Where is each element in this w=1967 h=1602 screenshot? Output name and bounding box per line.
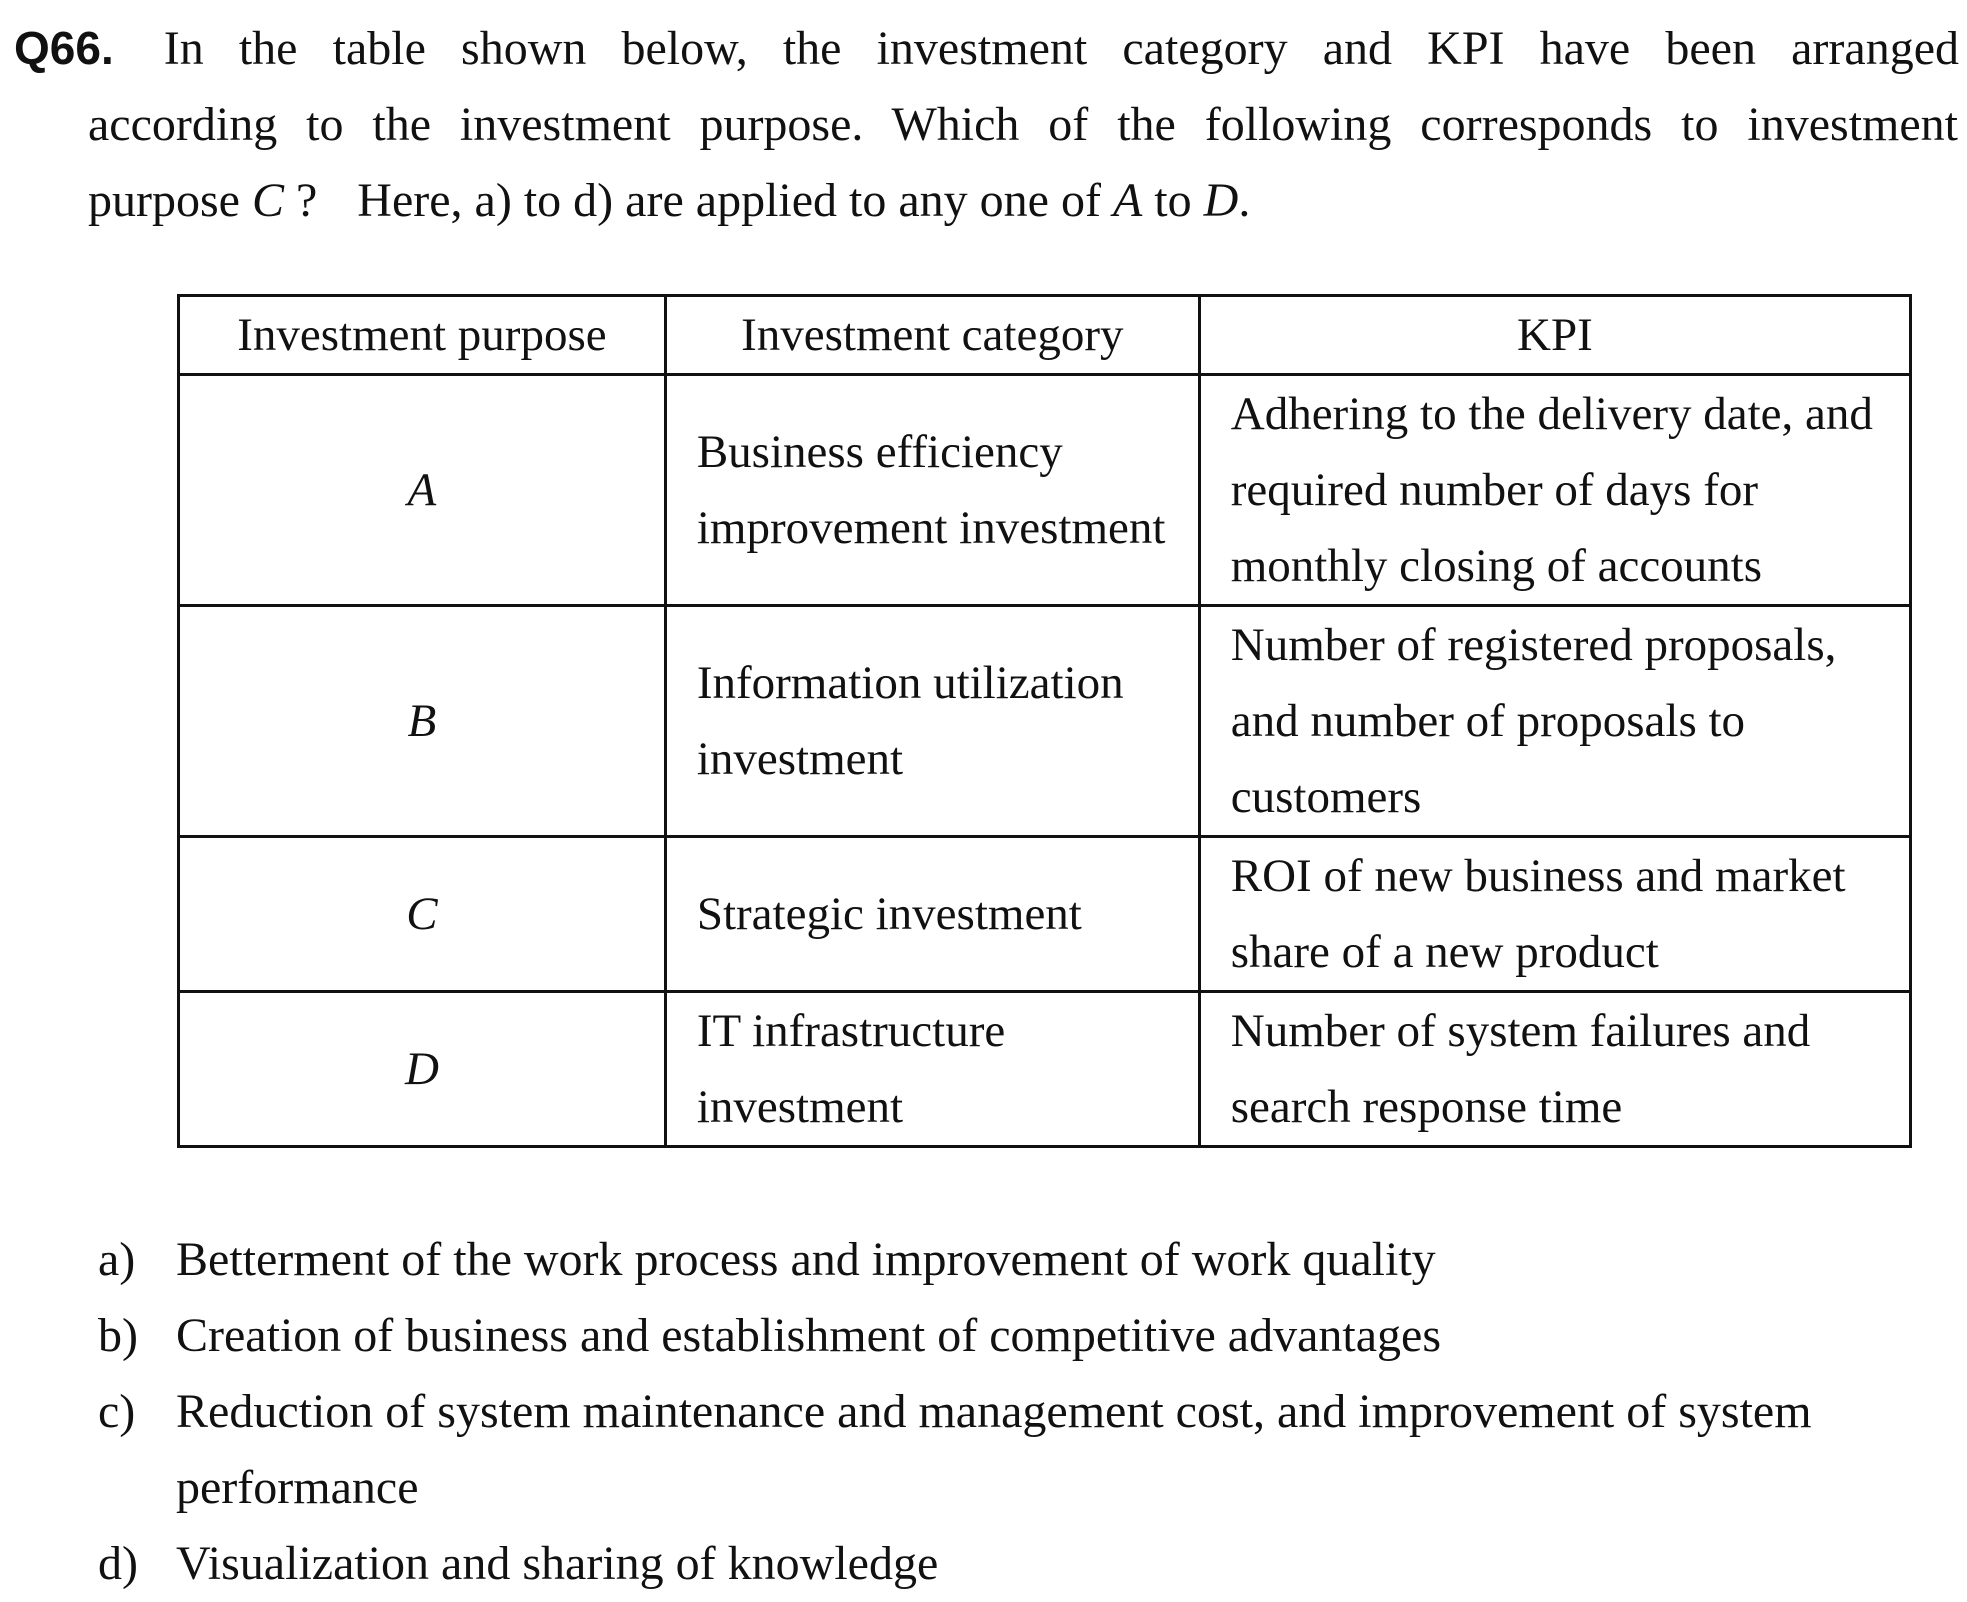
question-mark: ? [283, 174, 318, 227]
table-row: B Information utilization investment Num… [177, 604, 1913, 838]
question-variable-a: A [1112, 174, 1143, 227]
question-line-1: Q66. In the table shown below, the invest… [14, 10, 1959, 87]
option-text: Betterment of the work process and impro… [176, 1233, 1436, 1286]
table-row: C Strategic investment ROI of new busine… [177, 835, 1913, 993]
question-period: . [1238, 174, 1251, 227]
table-row: A Business efficiency improvement invest… [177, 373, 1913, 607]
header-investment-category: Investment category [663, 294, 1201, 376]
option-c[interactable]: c) Reduction of system maintenance and m… [98, 1374, 1948, 1526]
category-cell: IT infrastructure investment [663, 990, 1201, 1148]
option-d[interactable]: d) Visualization and sharing of knowledg… [98, 1526, 1948, 1602]
question-line-1-text: In the table shown below, the investment… [163, 22, 1959, 75]
option-text: Creation of business and establishment o… [176, 1309, 1442, 1362]
kpi-cell: Adhering to the delivery date, and requi… [1197, 373, 1913, 607]
kpi-cell: Number of registered proposals, and numb… [1197, 604, 1913, 838]
category-cell: Strategic investment [663, 835, 1201, 993]
header-investment-purpose: Investment purpose [177, 294, 667, 376]
purpose-cell: D [177, 990, 667, 1148]
kpi-cell: Number of system failures and search res… [1197, 990, 1913, 1148]
header-kpi: KPI [1197, 294, 1913, 376]
option-label: a) [98, 1233, 136, 1286]
question-variable-c: C [251, 174, 284, 227]
category-cell: Business efficiency improvement investme… [663, 373, 1201, 607]
investment-table: Investment purpose Investment category K… [177, 294, 1913, 1148]
option-a[interactable]: a) Betterment of the work process and im… [98, 1222, 1948, 1298]
category-cell: Information utilization investment [663, 604, 1201, 838]
option-b[interactable]: b) Creation of business and establishmen… [98, 1298, 1948, 1374]
question-text: Q66. In the table shown below, the invest… [14, 10, 1959, 239]
table-row: D IT infrastructure investment Number of… [177, 990, 1913, 1148]
option-text: Reduction of system maintenance and mana… [176, 1385, 1812, 1514]
purpose-cell: B [177, 604, 667, 838]
answer-options: a) Betterment of the work process and im… [98, 1222, 1948, 1602]
question-line-3-pre: purpose [88, 174, 252, 227]
question-instruction: Here, a) to d) are applied to any one of [357, 174, 1113, 227]
question-to: to [1142, 174, 1204, 227]
purpose-cell: C [177, 835, 667, 993]
table-header-row: Investment purpose Investment category K… [177, 294, 1913, 376]
question-line-3: purpose C ? Here, a) to d) are applied to… [88, 163, 1954, 239]
option-text: Visualization and sharing of knowledge [176, 1537, 939, 1590]
question-variable-d: D [1203, 174, 1239, 227]
question-line-2: according to the investment purpose. Whi… [88, 98, 1958, 151]
option-label: c) [98, 1385, 136, 1438]
option-label: d) [98, 1537, 138, 1590]
question-number: Q66. [14, 22, 114, 74]
purpose-cell: A [177, 373, 667, 607]
kpi-cell: ROI of new business and market share of … [1197, 835, 1913, 993]
option-label: b) [98, 1309, 138, 1362]
